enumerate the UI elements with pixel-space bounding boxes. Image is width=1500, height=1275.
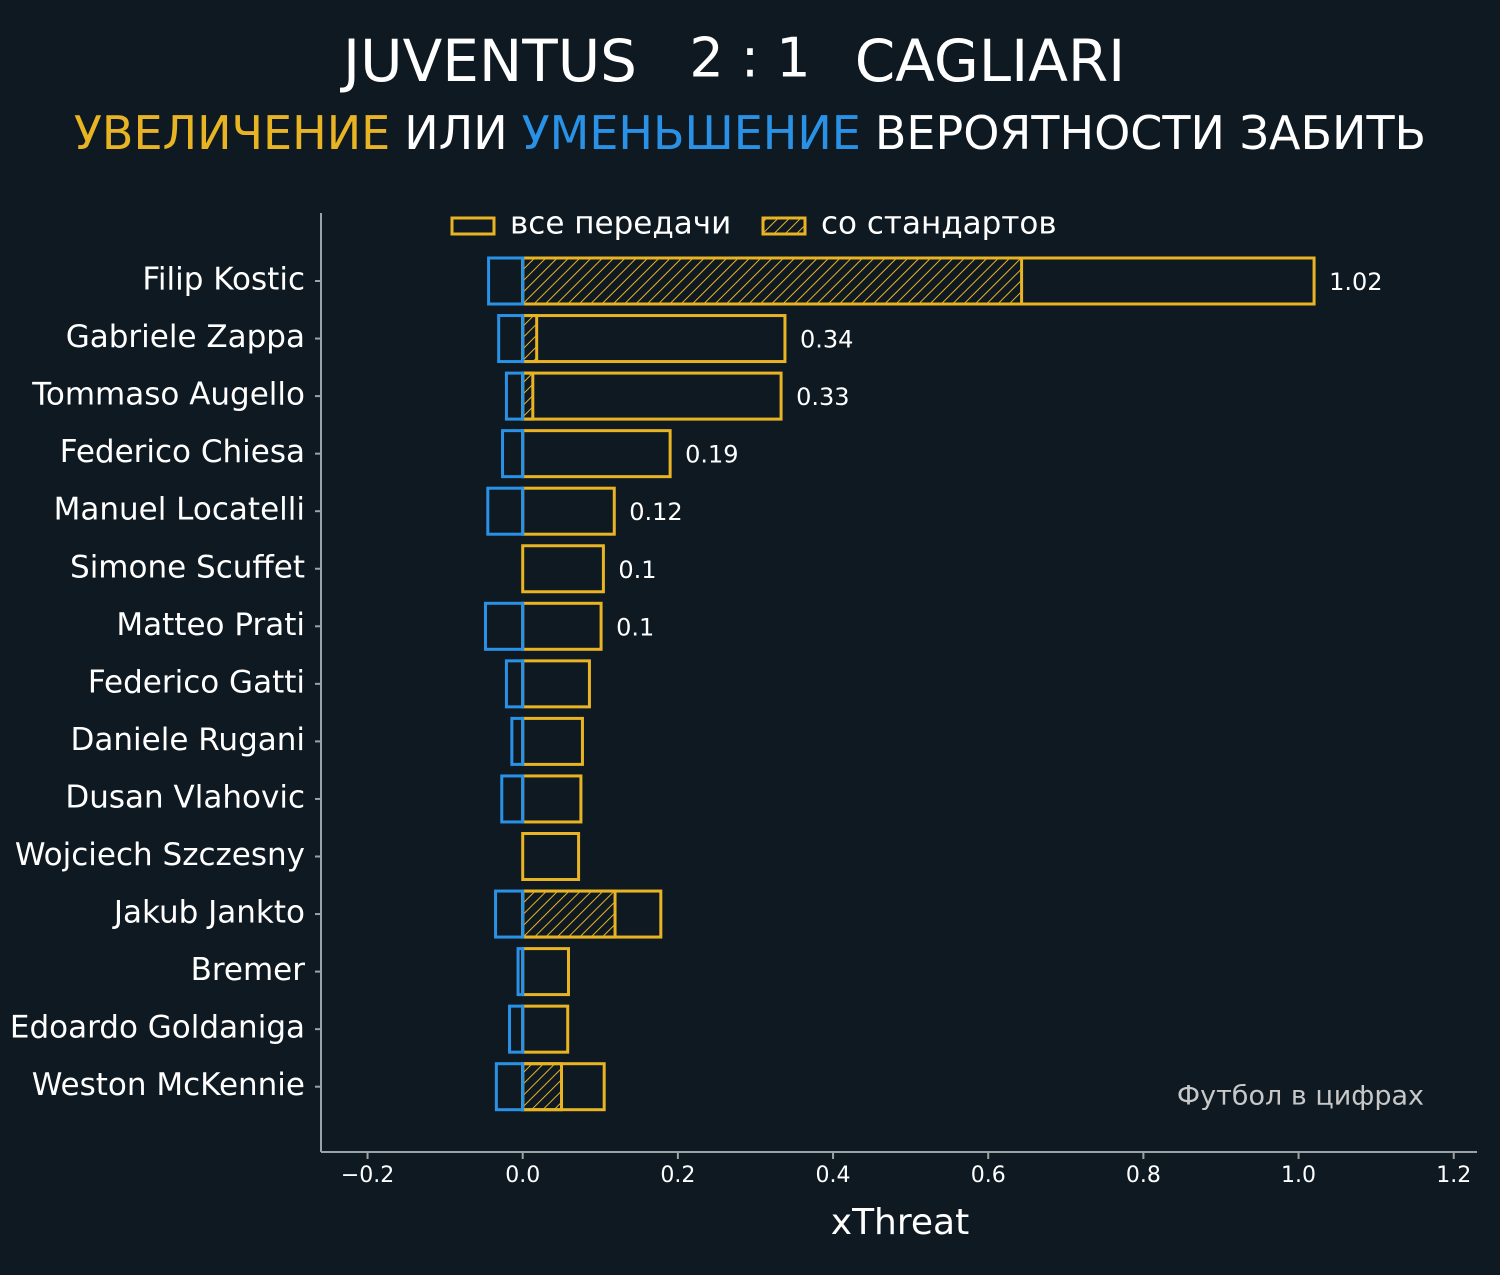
- bar: [504, 659, 525, 709]
- y-tick-label: Simone Scuffet: [70, 549, 305, 585]
- bar: [483, 601, 525, 651]
- bar: [521, 832, 581, 881]
- x-tick-label: 1.2: [1436, 1163, 1471, 1188]
- value-label: 0.19: [685, 441, 738, 469]
- y-tick-label: Edoardo Goldaniga: [10, 1010, 305, 1046]
- hatched-bar: [521, 256, 1024, 306]
- y-tick-label: Daniele Rugani: [71, 722, 305, 758]
- value-label: 0.33: [796, 383, 849, 411]
- y-tick-label: Gabriele Zappa: [66, 319, 305, 355]
- hatched-bar: [521, 314, 539, 364]
- subtitle-part: УМЕНЬШЕНИЕ: [522, 106, 861, 160]
- watermark: Футбол в цифрах: [1177, 1081, 1424, 1112]
- bar: [521, 544, 605, 594]
- hatched-bar: [521, 1062, 564, 1112]
- y-tick-label: Tommaso Augello: [31, 377, 305, 413]
- y-tick-label: Jakub Jankto: [112, 895, 305, 931]
- x-axis-label: xThreat: [831, 1202, 969, 1243]
- bar: [486, 486, 525, 536]
- title-score: 2 : 1: [689, 27, 810, 90]
- legend-label: со стандартов: [821, 206, 1057, 242]
- hatched-bar: [521, 371, 535, 421]
- legend-swatch: [450, 216, 496, 236]
- x-tick-label: 0.0: [505, 1163, 540, 1188]
- title-away: CAGLIARI: [855, 27, 1126, 95]
- x-tick-label: 0.2: [660, 1163, 695, 1188]
- value-label: 0.12: [629, 498, 682, 526]
- value-label: 0.34: [800, 326, 853, 354]
- subtitle: УВЕЛИЧЕНИЕ ИЛИ УМЕНЬШЕНИЕ ВЕРОЯТНОСТИ ЗАБИТ…: [74, 106, 1426, 160]
- subtitle-part: ИЛИ: [404, 106, 507, 160]
- bar: [516, 947, 525, 997]
- x-tick-label: 0.8: [1126, 1163, 1161, 1188]
- x-tick-label: 0.6: [971, 1163, 1006, 1188]
- bar: [504, 371, 525, 421]
- y-tick-label: Federico Gatti: [88, 664, 305, 700]
- bar: [494, 889, 525, 939]
- legend-swatch: [761, 216, 807, 236]
- bar: [497, 314, 525, 364]
- y-tick-label: Wojciech Szczesny: [15, 837, 305, 873]
- value-label: 0.1: [616, 613, 654, 641]
- y-tick-label: Federico Chiesa: [60, 434, 305, 470]
- subtitle-part: УВЕЛИЧЕНИЕ: [74, 106, 390, 160]
- bar: [494, 1062, 525, 1112]
- hatched-bar: [521, 889, 617, 939]
- value-label: 0.1: [618, 556, 656, 584]
- legend-label: все передачи: [510, 206, 731, 242]
- x-tick-label: 0.4: [816, 1163, 851, 1188]
- value-label: 1.02: [1329, 268, 1382, 296]
- y-tick-label: Dusan Vlahovic: [65, 779, 305, 815]
- y-tick-label: Matteo Prati: [116, 607, 305, 643]
- bar: [487, 256, 525, 306]
- x-tick-label: 1.0: [1281, 1163, 1316, 1188]
- bar: [510, 716, 525, 766]
- y-tick-label: Bremer: [191, 952, 306, 988]
- bar: [501, 429, 525, 479]
- y-tick-label: Weston McKennie: [32, 1067, 305, 1103]
- y-tick-label: Filip Kostic: [142, 262, 305, 298]
- bar: [508, 1004, 525, 1054]
- x-tick-label: −0.2: [341, 1163, 394, 1188]
- y-tick-label: Manuel Locatelli: [54, 492, 305, 528]
- bar: [500, 774, 525, 824]
- subtitle-part: ВЕРОЯТНОСТИ ЗАБИТЬ: [875, 106, 1426, 160]
- title-home: JUVENTUS: [340, 27, 637, 95]
